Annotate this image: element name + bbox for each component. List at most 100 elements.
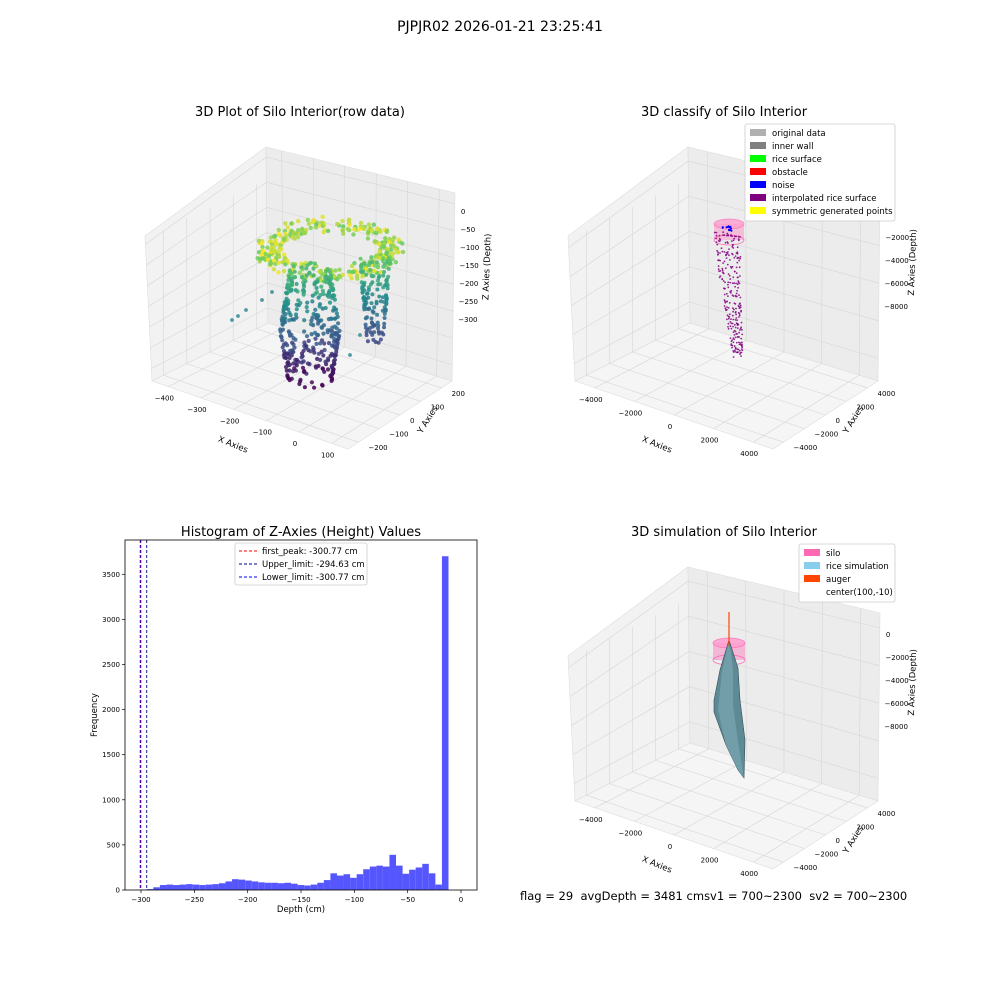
- p1-point: [360, 286, 365, 291]
- p3-legend-label: first_peak: -300.77 cm: [262, 547, 358, 557]
- p1-point: [384, 250, 389, 255]
- p3-xtick: −200: [238, 896, 257, 904]
- p1-point: [387, 240, 393, 245]
- p1-point: [299, 227, 304, 233]
- p1-point: [382, 316, 387, 320]
- p1-point: [384, 229, 389, 235]
- p2-silo-bottom: [713, 234, 745, 246]
- p2-pane-floor: [574, 322, 879, 450]
- p3-bar: [330, 873, 337, 890]
- p2-point: [738, 316, 740, 318]
- p1-ztick: −300: [458, 316, 477, 324]
- p2-legend-label: original data: [772, 129, 826, 139]
- p1-grid-z: [148, 232, 454, 307]
- p1-point: [374, 299, 379, 304]
- p1-point: [364, 333, 369, 338]
- p2-point: [734, 255, 737, 257]
- p1-point: [369, 320, 374, 325]
- p1-point: [330, 325, 335, 330]
- p2-legend-swatch: [750, 142, 766, 149]
- p2-point: [741, 333, 744, 336]
- p4-grid-x-back: [745, 580, 747, 761]
- p2-point: [737, 257, 740, 259]
- p1-point: [312, 261, 317, 266]
- p1-point: [368, 260, 373, 265]
- p1-grid-z: [151, 307, 453, 369]
- p2-point: [725, 253, 727, 256]
- p2-point: [740, 344, 743, 347]
- p2-point: [735, 292, 738, 295]
- p2-point: [741, 346, 744, 349]
- p1-point: [374, 260, 379, 265]
- p1-point: [320, 306, 325, 311]
- p2-point: [737, 286, 739, 289]
- p1-point: [329, 376, 334, 381]
- p1-point: [294, 307, 299, 312]
- p1-point: [270, 290, 274, 294]
- p1-point: [335, 221, 340, 227]
- p1-point: [305, 361, 311, 366]
- p1-point: [393, 260, 398, 265]
- p1-xtick: −300: [187, 406, 206, 414]
- p4-grid-z: [572, 686, 879, 755]
- p1-point: [313, 330, 318, 335]
- p1-point: [291, 336, 296, 341]
- p1-ytick: 200: [452, 390, 465, 398]
- p2-point: [738, 294, 740, 297]
- p1-point: [290, 234, 295, 239]
- p4-legend-box: [798, 543, 896, 603]
- p1-point: [368, 267, 373, 272]
- p1-point: [304, 273, 309, 278]
- p1-point: [326, 341, 332, 346]
- panel1-3d-raw-scatter: −400−300−200−1000100−200−10001002000−50−…: [144, 146, 494, 459]
- p1-point: [314, 290, 319, 295]
- p2-point: [724, 300, 726, 302]
- p1-point: [372, 239, 378, 244]
- p1-grid-z: [150, 282, 453, 349]
- p1-point: [331, 293, 336, 298]
- p2-point: [738, 307, 741, 310]
- p1-point: [362, 261, 367, 266]
- p2-zlabel: Z Axies (Depth): [907, 229, 919, 296]
- p1-point: [325, 367, 331, 372]
- p3-bar: [396, 865, 403, 890]
- p4-legend-label: auger: [826, 575, 851, 585]
- p1-point: [272, 258, 277, 263]
- p1-point: [273, 240, 279, 246]
- p1-point: [331, 287, 336, 292]
- p3-bar: [369, 866, 377, 890]
- p1-ytick: 100: [431, 403, 444, 411]
- p4-zlabel: Z Axies (Depth): [907, 649, 919, 716]
- p1-point: [318, 357, 323, 362]
- p4-xtick: −2000: [619, 829, 643, 837]
- p2-point: [717, 251, 719, 254]
- p2-point: [734, 326, 737, 329]
- p4-legend-swatch: [804, 562, 820, 569]
- p3-bar: [205, 884, 213, 890]
- p1-point: [331, 367, 336, 372]
- p1-point: [362, 307, 367, 312]
- p4-grid-z: [571, 651, 880, 726]
- p1-point: [387, 236, 392, 242]
- p1-point: [289, 277, 294, 282]
- p1-point: [283, 312, 288, 317]
- p1-point: [306, 221, 312, 227]
- p1-xtick: −100: [253, 429, 272, 437]
- p1-point: [285, 225, 290, 230]
- p4-legend-label: silo: [826, 549, 840, 559]
- p1-point: [280, 338, 285, 343]
- p2-point: [725, 257, 728, 259]
- p1-point: [244, 308, 248, 312]
- p1-point: [236, 314, 240, 318]
- p1-point: [282, 236, 287, 241]
- p1-point: [376, 278, 380, 283]
- p1-point: [286, 329, 291, 334]
- p1-point: [284, 290, 289, 296]
- p3-ytick: 2000: [102, 706, 120, 714]
- p1-xtick: −200: [220, 417, 239, 425]
- p1-point: [292, 366, 297, 371]
- figure-title: PJPJR02 2026-01-21 23:25:41: [397, 19, 603, 35]
- p2-grid-x-back: [706, 151, 710, 329]
- p4-ytick: −4000: [794, 864, 818, 872]
- p1-point: [310, 293, 315, 298]
